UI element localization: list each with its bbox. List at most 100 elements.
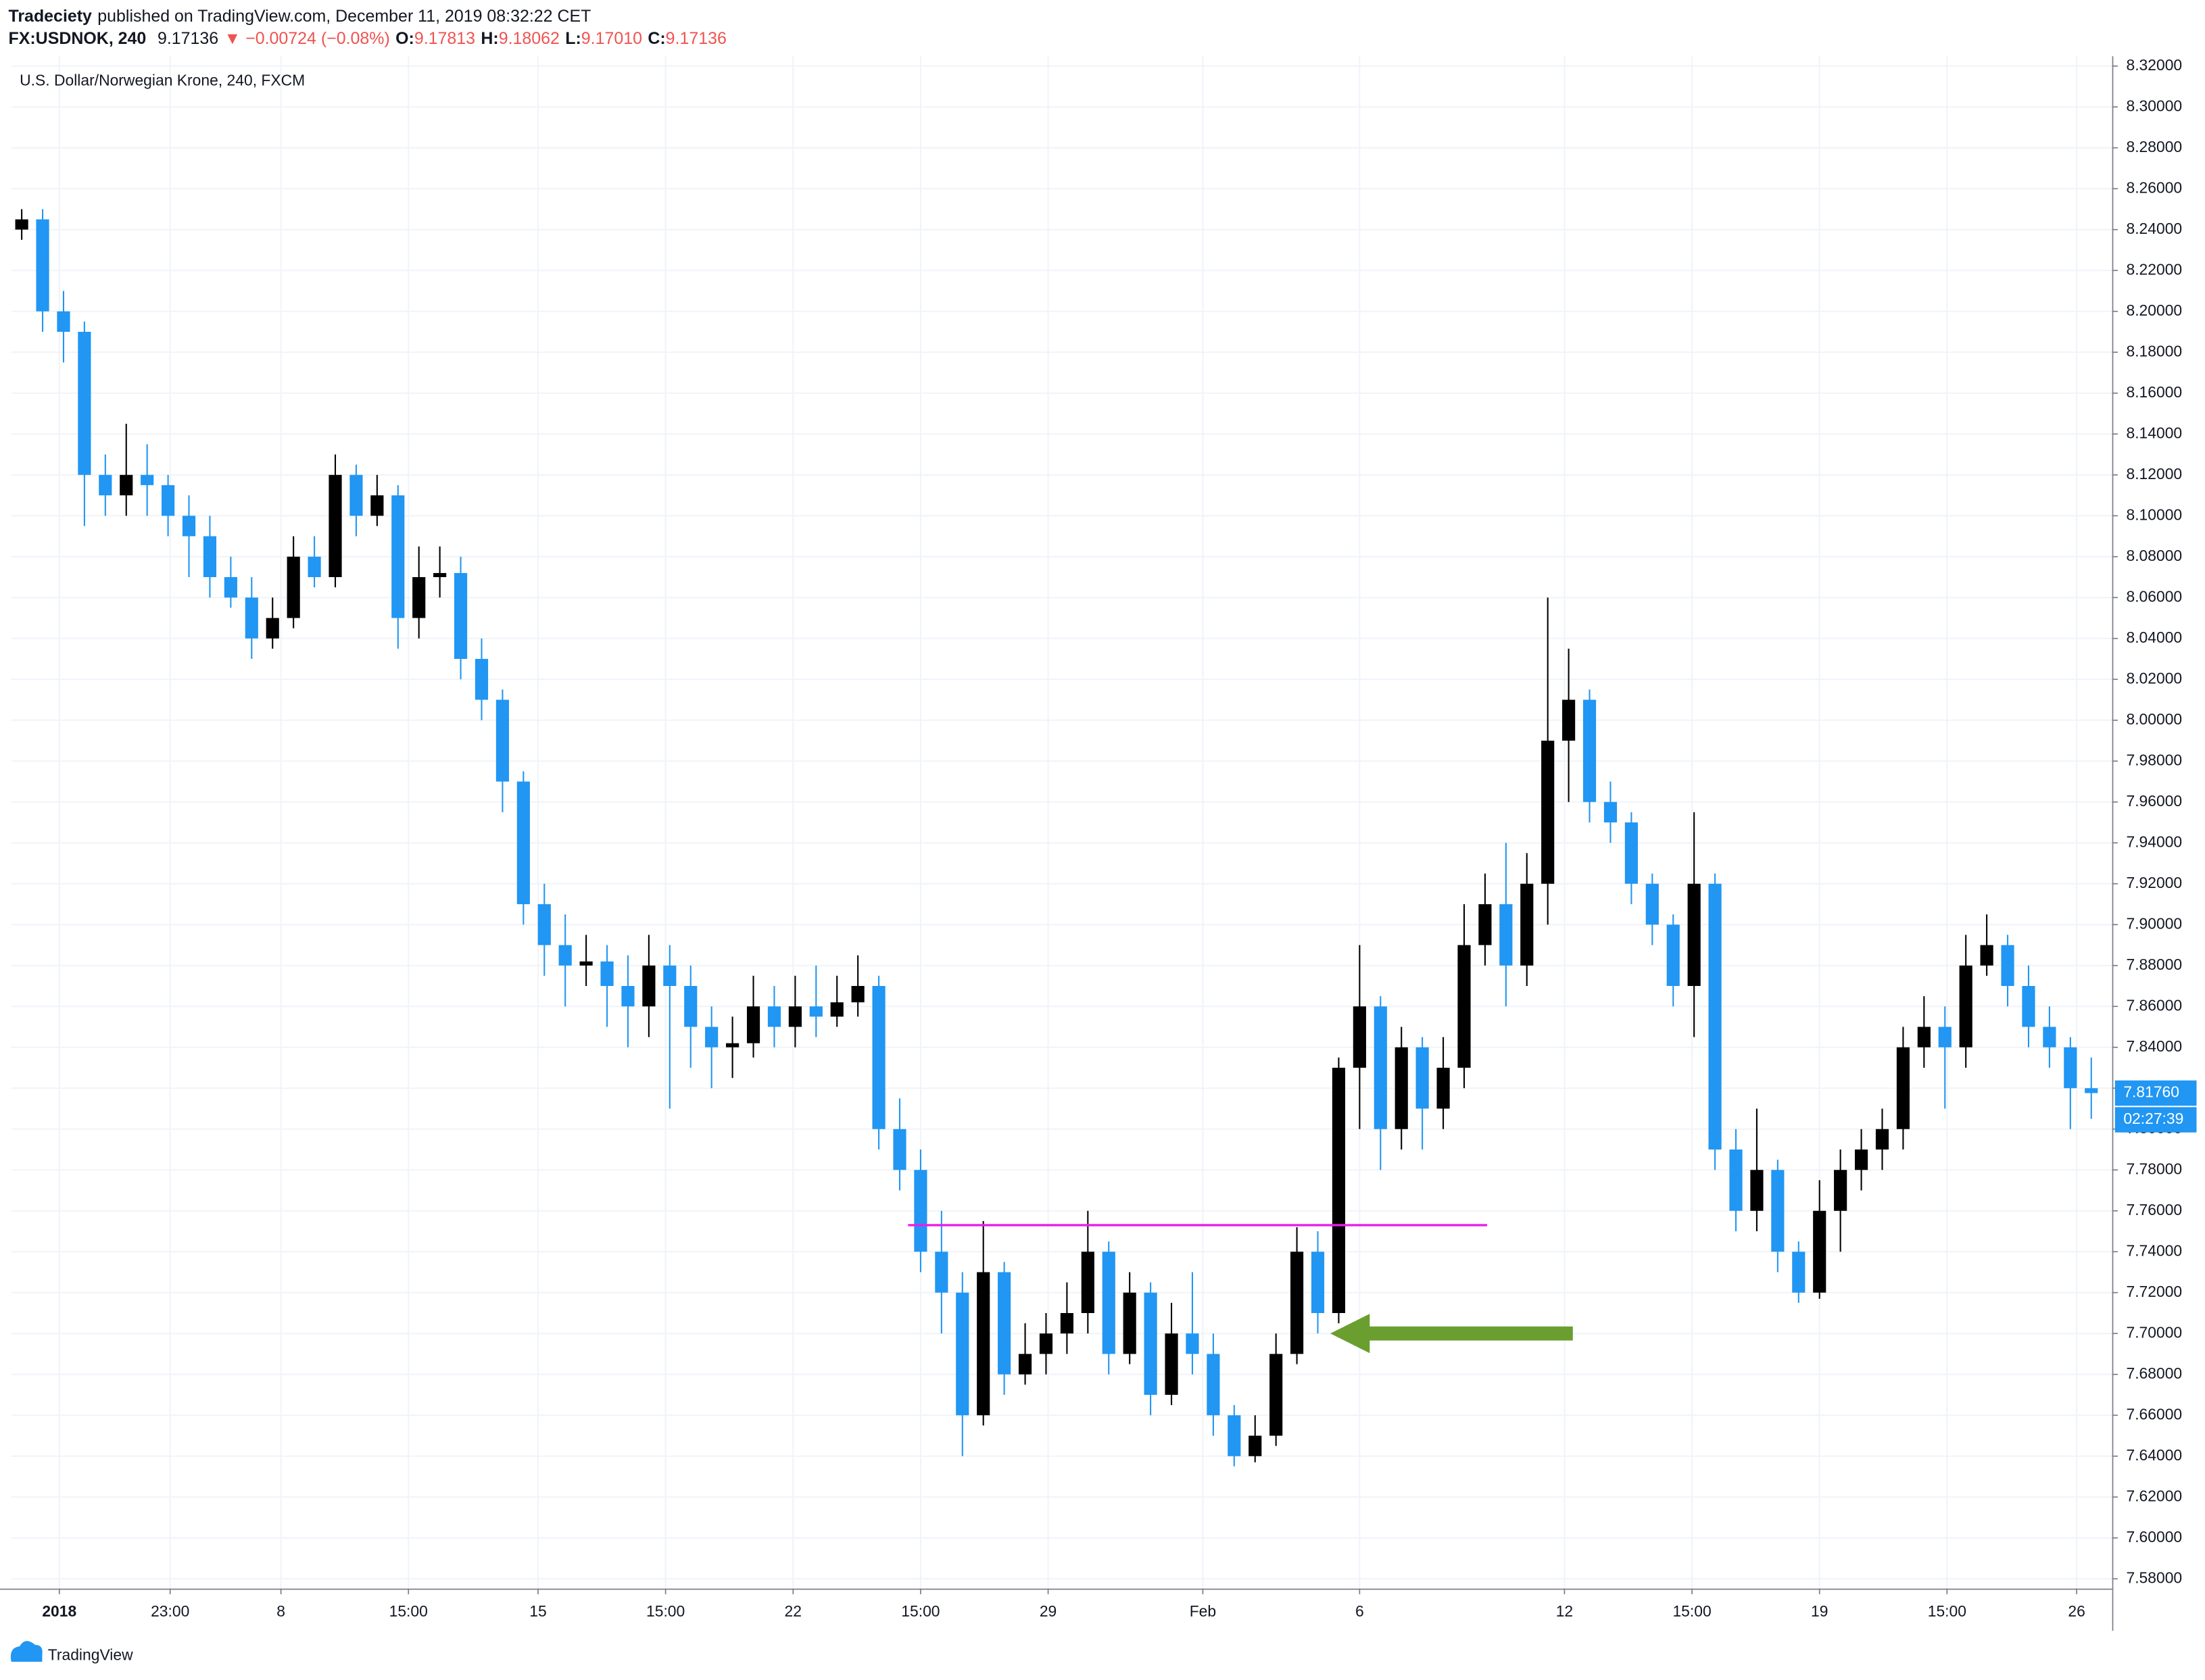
x-tick-label: 8 [276, 1602, 285, 1620]
candle-body [454, 572, 468, 659]
x-tick-label: 15:00 [646, 1602, 685, 1620]
candle-body [809, 1006, 823, 1017]
candle-body [1624, 822, 1638, 884]
candle-body [475, 658, 489, 700]
candle-body [1729, 1150, 1743, 1211]
candle-body [516, 781, 530, 904]
candle-body [203, 536, 217, 577]
y-tick-label: 7.98000 [2126, 751, 2182, 768]
candle-body [956, 1292, 969, 1416]
ohlc-value: 9.18062 [499, 29, 560, 48]
candle-body [1123, 1292, 1136, 1354]
y-tick-label: 8.30000 [2126, 97, 2182, 114]
y-tick-label: 8.28000 [2126, 138, 2182, 155]
x-tick-label: 19 [1811, 1602, 1828, 1620]
candle-body [287, 556, 300, 618]
candle-body [1228, 1415, 1241, 1456]
candle-body [1603, 801, 1618, 822]
candle-body [1708, 883, 1722, 1150]
candle-body [1562, 699, 1576, 741]
candle-body [935, 1252, 948, 1293]
x-tick-label: 12 [1556, 1602, 1573, 1620]
candle-body [182, 516, 196, 537]
candle-body [99, 474, 112, 495]
y-tick-label: 8.16000 [2126, 383, 2182, 401]
ohlc-label: L: [565, 29, 581, 48]
candle-body [412, 576, 426, 618]
candle-body [1415, 1047, 1429, 1109]
y-tick-label: 7.86000 [2126, 996, 2182, 1014]
x-tick-label: 22 [785, 1602, 802, 1620]
candle-body [705, 1027, 719, 1047]
candle-body [1269, 1354, 1283, 1436]
plot-area [11, 56, 2112, 1589]
candle-body [1060, 1313, 1073, 1334]
candle-body [78, 331, 91, 475]
candle-body [893, 1129, 906, 1170]
x-tick-label: 23:00 [151, 1602, 189, 1620]
candle-body [663, 965, 677, 986]
candle-body [998, 1272, 1011, 1375]
y-tick-label: 7.64000 [2126, 1446, 2182, 1464]
candle-body [1666, 924, 1680, 986]
candle-body [1478, 904, 1492, 945]
last-price: 9.17136 [158, 29, 218, 48]
candle-body [224, 576, 237, 598]
candle-body [1959, 965, 1972, 1047]
candle-body [349, 474, 363, 516]
candle-body [977, 1272, 990, 1416]
candle-body [1018, 1354, 1032, 1375]
candle-body [1081, 1252, 1094, 1314]
candle-body [162, 485, 175, 516]
candle-body [1813, 1210, 1826, 1293]
x-tick-label: 2018 [42, 1602, 76, 1620]
candle-body [308, 556, 321, 577]
y-tick-label: 8.14000 [2126, 424, 2182, 441]
y-tick-label: 8.02000 [2126, 669, 2182, 687]
y-tick-label: 8.08000 [2126, 547, 2182, 564]
logo: TradingView [10, 1641, 133, 1664]
candle-body [1207, 1354, 1220, 1416]
x-tick-label: 15:00 [389, 1602, 428, 1620]
candle-body [1896, 1047, 1910, 1129]
ohlc-value: 9.17010 [581, 29, 642, 48]
y-tick-label: 7.92000 [2126, 874, 2182, 891]
ohlc-value: 9.17136 [666, 29, 727, 48]
y-tick-label: 8.24000 [2126, 220, 2182, 237]
chart-title: U.S. Dollar/Norwegian Krone, 240, FXCM [20, 72, 305, 89]
y-tick-label: 8.22000 [2126, 260, 2182, 278]
candle-body [1039, 1333, 1053, 1354]
candle-body [537, 904, 551, 945]
y-tick-label: 7.60000 [2126, 1528, 2182, 1546]
y-tick-label: 7.96000 [2126, 792, 2182, 810]
y-tick-label: 7.66000 [2126, 1405, 2182, 1423]
candle-body [1395, 1047, 1408, 1129]
candle-body [1520, 883, 1534, 966]
candle-body [1499, 904, 1513, 966]
y-tick-label: 7.74000 [2126, 1241, 2182, 1259]
countdown-box [2114, 1107, 2197, 1133]
y-tick-label: 7.72000 [2126, 1283, 2182, 1300]
ohlc-value: 9.17813 [414, 29, 475, 48]
x-tick-label: 15 [529, 1602, 546, 1620]
y-tick-label: 8.18000 [2126, 342, 2182, 360]
y-tick-label: 7.68000 [2126, 1364, 2182, 1382]
x-tick-label: 15:00 [901, 1602, 940, 1620]
candle-body [642, 965, 656, 1007]
candle-body [2001, 945, 2014, 986]
symbol: FX:USDNOK, 240 [8, 29, 146, 48]
candle-body [15, 219, 28, 230]
candle-body [579, 961, 593, 966]
candle-body [1165, 1333, 1178, 1395]
candle-body [1541, 740, 1555, 884]
candle-body [1875, 1129, 1889, 1150]
ohlc-label: H: [481, 29, 498, 48]
candle-body [1980, 945, 1993, 966]
y-tick-label: 7.70000 [2126, 1323, 2182, 1341]
y-tick-label: 7.62000 [2126, 1487, 2182, 1504]
x-tick-label: Feb [1190, 1602, 1216, 1620]
candle-body [433, 572, 447, 577]
candle-body [914, 1170, 927, 1252]
